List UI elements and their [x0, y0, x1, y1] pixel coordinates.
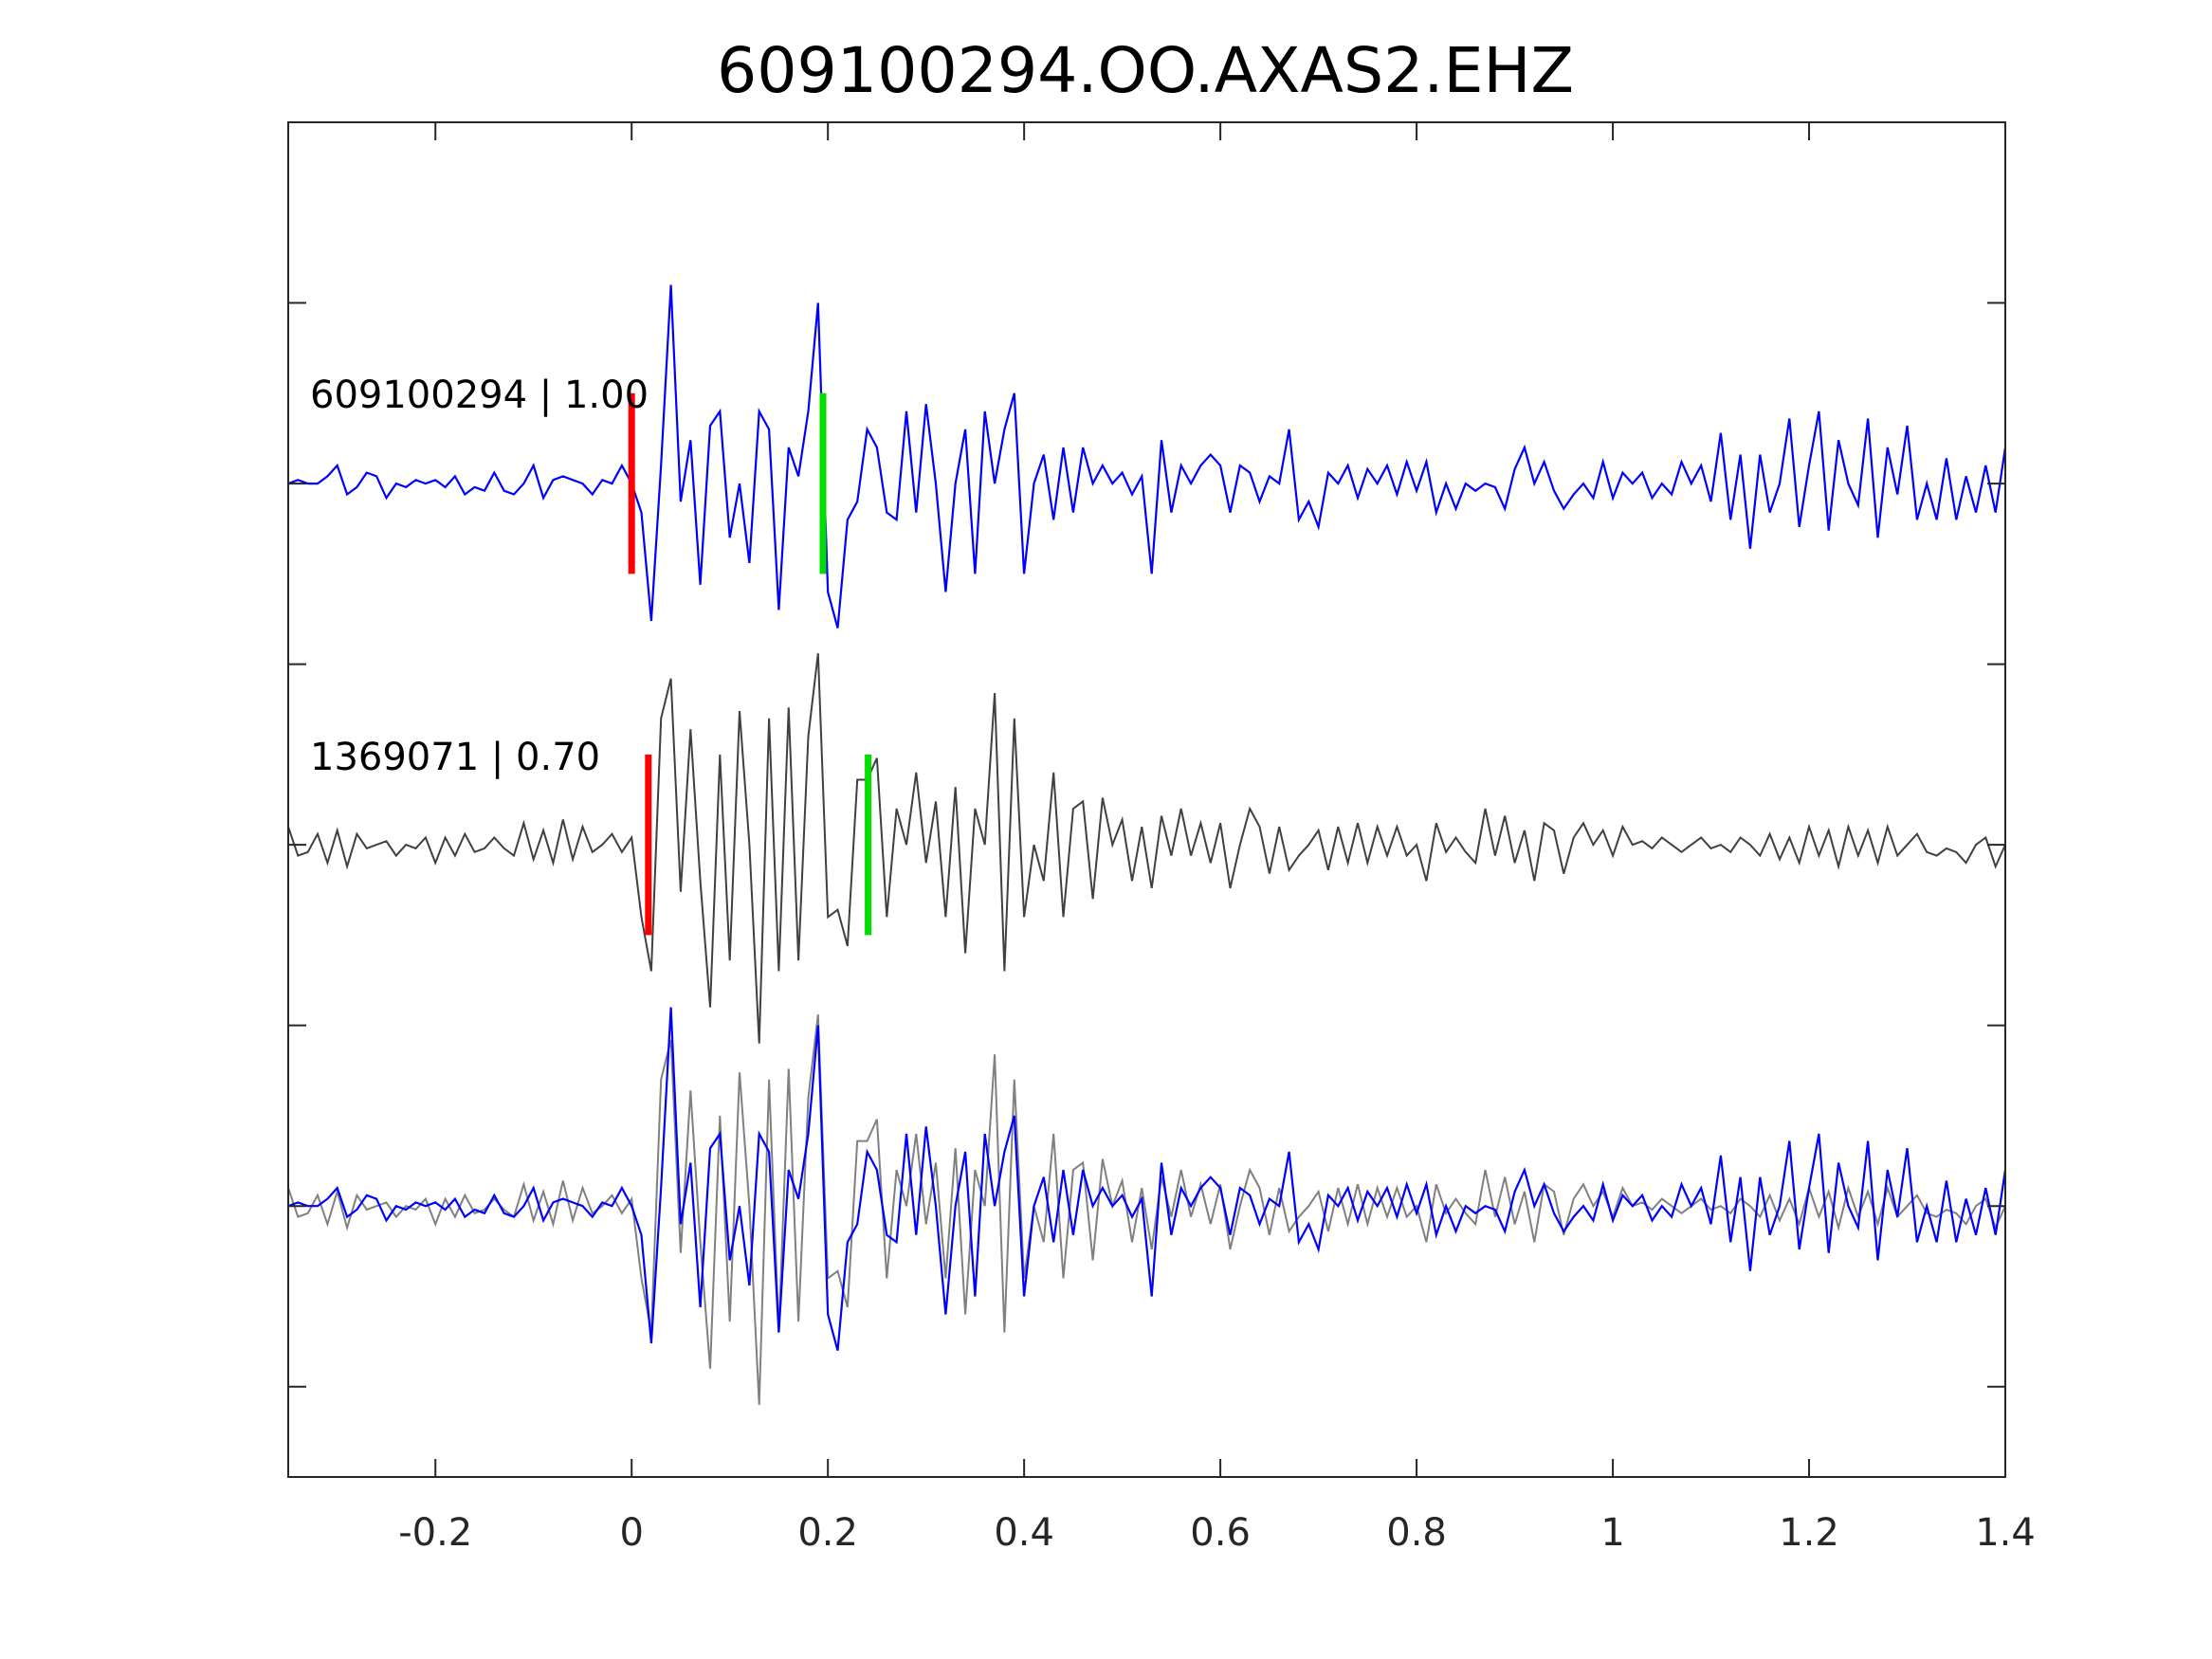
x-tick-label: 1.2 [1779, 1511, 1839, 1555]
trace-1-line [287, 284, 2007, 629]
chart-title: 609100294.OO.AXAS2.EHZ [717, 34, 1574, 107]
plot-area [287, 284, 2007, 1405]
overlay-trace-blue [287, 1007, 2007, 1351]
overlay-trace-gray [287, 1014, 2006, 1405]
x-tick-label: 0.8 [1386, 1511, 1447, 1555]
trace-2-line [287, 653, 2006, 1044]
x-tick-label: 0.4 [994, 1511, 1054, 1555]
trace-label-2: 1369071 | 0.70 [310, 736, 600, 779]
axis-ticks: -0.2 0 0.2 0.4 0.6 0.8 1 1.2 1.4 [288, 122, 2036, 1555]
trace-label-1: 609100294 | 1.00 [310, 374, 649, 417]
axes-box [287, 121, 2006, 1478]
x-tick-label: -0.2 [398, 1511, 472, 1555]
x-tick-label: 0 [619, 1511, 643, 1555]
x-tick-label: 0.6 [1190, 1511, 1251, 1555]
x-tick-label: 1 [1600, 1511, 1624, 1555]
x-tick-label: 1.4 [1975, 1511, 2036, 1555]
x-tick-label: 0.2 [797, 1511, 858, 1555]
